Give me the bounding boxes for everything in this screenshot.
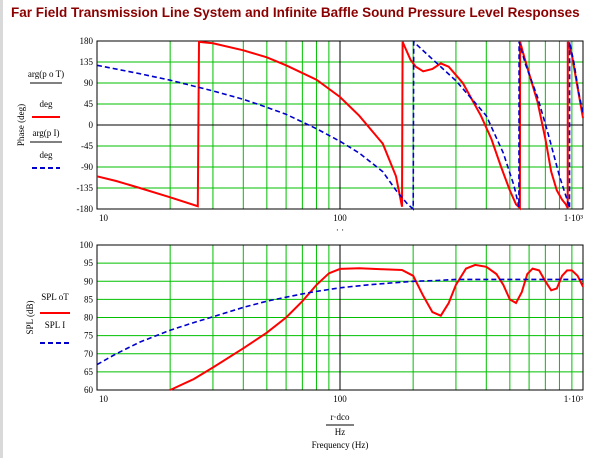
y-tick-label: 80 bbox=[84, 313, 94, 323]
plot-frame bbox=[96, 244, 584, 391]
series-line-blue bbox=[96, 278, 583, 366]
x-tick-label: 10 bbox=[99, 213, 109, 223]
y-tick-label: 90 bbox=[84, 78, 94, 88]
x-tick-label: 1·10³ bbox=[564, 394, 583, 404]
x-tick-label: 100 bbox=[333, 394, 347, 404]
legend-blue-label: SPL I bbox=[45, 320, 65, 330]
legend-blue-denominator: deg bbox=[40, 150, 53, 160]
x-tick-label: 1·10³ bbox=[564, 213, 583, 223]
y-axis-label: SPL (dB) bbox=[25, 301, 35, 335]
y-tick-label: 135 bbox=[80, 57, 94, 67]
x-tick-label: 100 bbox=[333, 213, 347, 223]
chart-title: Far Field Transmission Line System and I… bbox=[11, 5, 580, 20]
series-line-blue bbox=[96, 40, 584, 211]
legend-blue-label: arg(p I) bbox=[32, 128, 59, 138]
y-tick-label: -90 bbox=[81, 162, 93, 172]
window-edge bbox=[0, 0, 3, 458]
y-tick-label: 90 bbox=[84, 276, 94, 286]
series-line-red bbox=[96, 40, 584, 211]
y-tick-label: 60 bbox=[84, 385, 94, 395]
y-tick-label: -45 bbox=[81, 141, 93, 151]
plot-frame bbox=[96, 40, 584, 210]
x-axis-label-numerator: r·dco bbox=[331, 412, 350, 422]
legend-red-label: arg(p o T) bbox=[28, 69, 64, 79]
y-tick-label: -180 bbox=[77, 204, 94, 214]
y-tick-label: -135 bbox=[77, 183, 94, 193]
y-tick-label: 65 bbox=[84, 367, 94, 377]
y-tick-label: 85 bbox=[84, 294, 94, 304]
x-axis-label-denominator: Hz bbox=[335, 427, 346, 437]
x-tick-label: 10 bbox=[99, 394, 109, 404]
y-tick-label: 180 bbox=[80, 36, 94, 46]
y-tick-label: 0 bbox=[89, 120, 94, 130]
legend-red-denominator: deg bbox=[40, 99, 53, 109]
y-tick-label: 75 bbox=[84, 331, 94, 341]
y-tick-label: 45 bbox=[84, 99, 94, 109]
y-tick-label: 95 bbox=[84, 258, 94, 268]
y-tick-label: 70 bbox=[84, 349, 94, 359]
series-line-red bbox=[169, 263, 584, 391]
y-axis-label: Phase (deg) bbox=[16, 104, 26, 146]
legend-red-label: SPL oT bbox=[41, 292, 69, 302]
x-axis-label-partial: · · bbox=[336, 225, 344, 235]
x-axis-title: Frequency (Hz) bbox=[312, 440, 369, 450]
y-tick-label: 100 bbox=[80, 240, 94, 250]
